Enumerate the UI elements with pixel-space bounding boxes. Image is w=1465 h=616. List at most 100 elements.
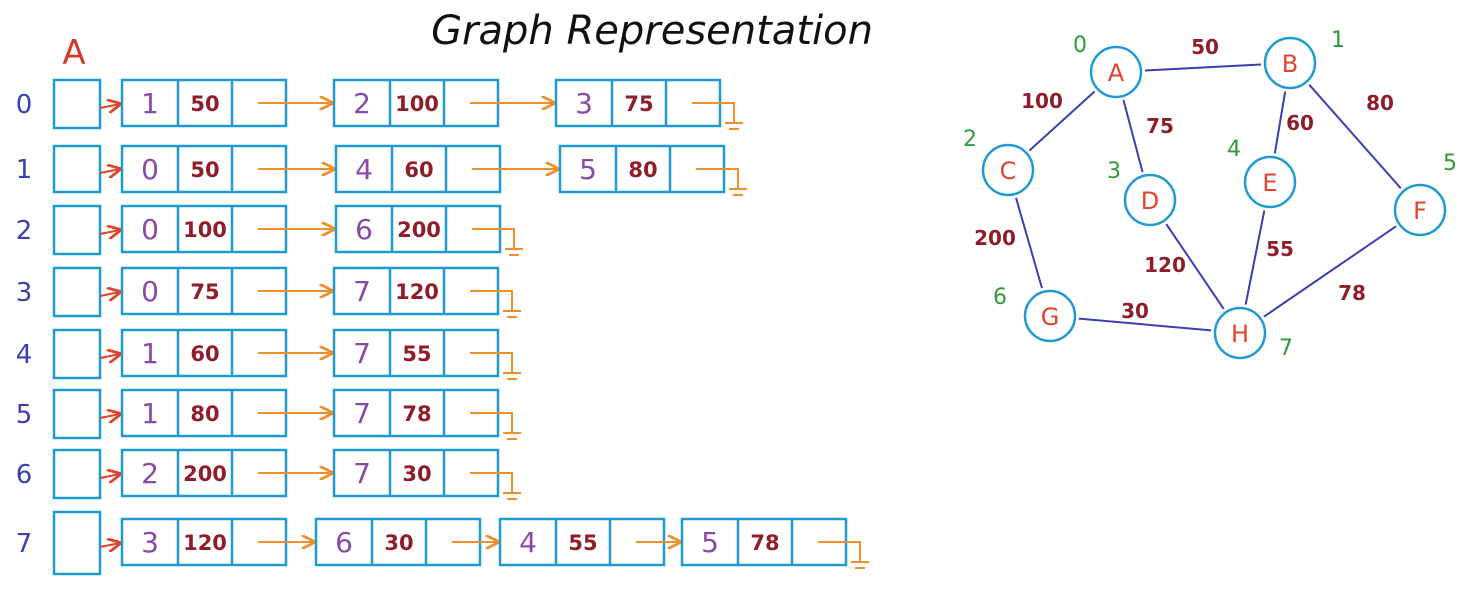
graph-node: A0 <box>1073 33 1143 99</box>
node-circle <box>981 143 1035 197</box>
node-label: F <box>1413 197 1427 225</box>
graph-edge <box>1308 84 1402 189</box>
node-label: C <box>1000 157 1017 185</box>
list-node: 7 120 <box>332 266 521 318</box>
head-pointer-arrow <box>99 543 120 547</box>
node-vertex: 7 <box>353 457 371 490</box>
graph-node: D3 <box>1107 159 1177 227</box>
node-weight: 80 <box>628 158 657 182</box>
node-vertex: 1 <box>141 87 159 120</box>
null-pointer <box>470 290 513 311</box>
list-node: 1 50 <box>120 78 332 128</box>
array-column: 0 1 2 3 4 5 6 7 <box>16 78 102 576</box>
node-weight: 60 <box>190 342 219 366</box>
graph-node: G6 <box>993 285 1077 343</box>
row-index: 2 <box>16 216 33 246</box>
node-vertex: 4 <box>355 153 373 186</box>
list-node: 6 200 <box>334 204 523 256</box>
row-index: 7 <box>16 529 33 559</box>
node-circle <box>1263 36 1317 90</box>
edge-weight: 120 <box>1144 253 1186 277</box>
array-cell <box>52 388 102 440</box>
head-pointer-arrow <box>99 414 120 418</box>
null-pointer <box>470 352 513 373</box>
graph-panel <box>930 30 1465 358</box>
page-title: Graph Representation <box>431 8 873 54</box>
node-vertex: 0 <box>141 153 159 186</box>
list-node: 0 75 <box>120 266 332 316</box>
graph-edge <box>1144 63 1262 72</box>
graph-edge <box>1263 225 1397 318</box>
null-pointer <box>470 472 513 493</box>
node-weight: 80 <box>190 402 219 426</box>
node-weight: 50 <box>190 92 219 116</box>
graph-edge <box>1078 317 1212 332</box>
array-cell <box>52 204 102 256</box>
graph-edge <box>1028 90 1096 152</box>
node-label: A <box>1108 59 1125 87</box>
edge-weight: 200 <box>974 226 1016 250</box>
list-node: 4 55 <box>498 517 680 567</box>
node-circle <box>1213 306 1267 360</box>
head-pointer-arrow <box>99 474 120 478</box>
node-label: G <box>1041 303 1060 331</box>
list-node: 5 80 <box>558 144 747 196</box>
node-weight: 200 <box>183 462 227 486</box>
null-pointer <box>818 541 861 562</box>
row-index: 1 <box>16 155 33 185</box>
node-label: D <box>1141 187 1159 215</box>
array-cell <box>52 328 102 380</box>
node-number: 2 <box>963 127 977 152</box>
list-node: 7 78 <box>332 388 521 440</box>
edge-weight: 78 <box>1338 281 1366 305</box>
list-node: 5 78 <box>680 517 869 569</box>
graph-edge <box>1165 223 1225 310</box>
node-weight: 50 <box>190 158 219 182</box>
node-vertex: 5 <box>579 153 597 186</box>
list-node: 2 200 <box>120 448 332 498</box>
node-weight: 75 <box>190 280 219 304</box>
node-weight: 75 <box>624 92 653 116</box>
row-index: 6 <box>16 460 33 490</box>
graph-edge <box>1273 91 1287 154</box>
node-vertex: 3 <box>141 526 159 559</box>
edge-weight: 30 <box>1121 299 1149 323</box>
node-vertex: 5 <box>701 526 719 559</box>
null-pointer <box>696 168 739 189</box>
node-weight: 100 <box>183 218 227 242</box>
array-label: A <box>62 33 85 73</box>
null-pointer <box>470 412 513 433</box>
node-circle <box>1089 45 1143 99</box>
node-vertex: 0 <box>141 275 159 308</box>
node-number: 0 <box>1073 33 1087 58</box>
node-vertex: 6 <box>355 213 373 246</box>
node-weight: 120 <box>183 531 227 555</box>
row-index: 3 <box>16 278 33 308</box>
node-weight: 30 <box>384 531 413 555</box>
graph-node: B1 <box>1263 28 1345 90</box>
array-cell <box>52 448 102 500</box>
graph-node: C2 <box>963 127 1035 197</box>
node-weight: 120 <box>395 280 439 304</box>
node-vertex: 1 <box>141 397 159 430</box>
node-weight: 200 <box>397 218 441 242</box>
list-node: 0 50 <box>120 144 334 194</box>
node-label: H <box>1231 320 1249 348</box>
list-node: 4 60 <box>334 144 558 194</box>
array-cell <box>52 144 102 194</box>
node-vertex: 2 <box>141 457 159 490</box>
list-node: 7 30 <box>332 448 521 500</box>
node-number: 5 <box>1443 151 1457 176</box>
row-index: 4 <box>16 340 33 370</box>
node-weight: 55 <box>568 531 597 555</box>
array-cell <box>52 266 102 318</box>
row-index: 5 <box>16 400 33 430</box>
node-number: 3 <box>1107 159 1121 184</box>
graph-edge <box>1244 210 1266 305</box>
graph-edge <box>1015 197 1043 289</box>
edge-weight: 100 <box>1021 89 1063 113</box>
node-weight: 78 <box>750 531 779 555</box>
node-circle <box>1393 183 1447 237</box>
